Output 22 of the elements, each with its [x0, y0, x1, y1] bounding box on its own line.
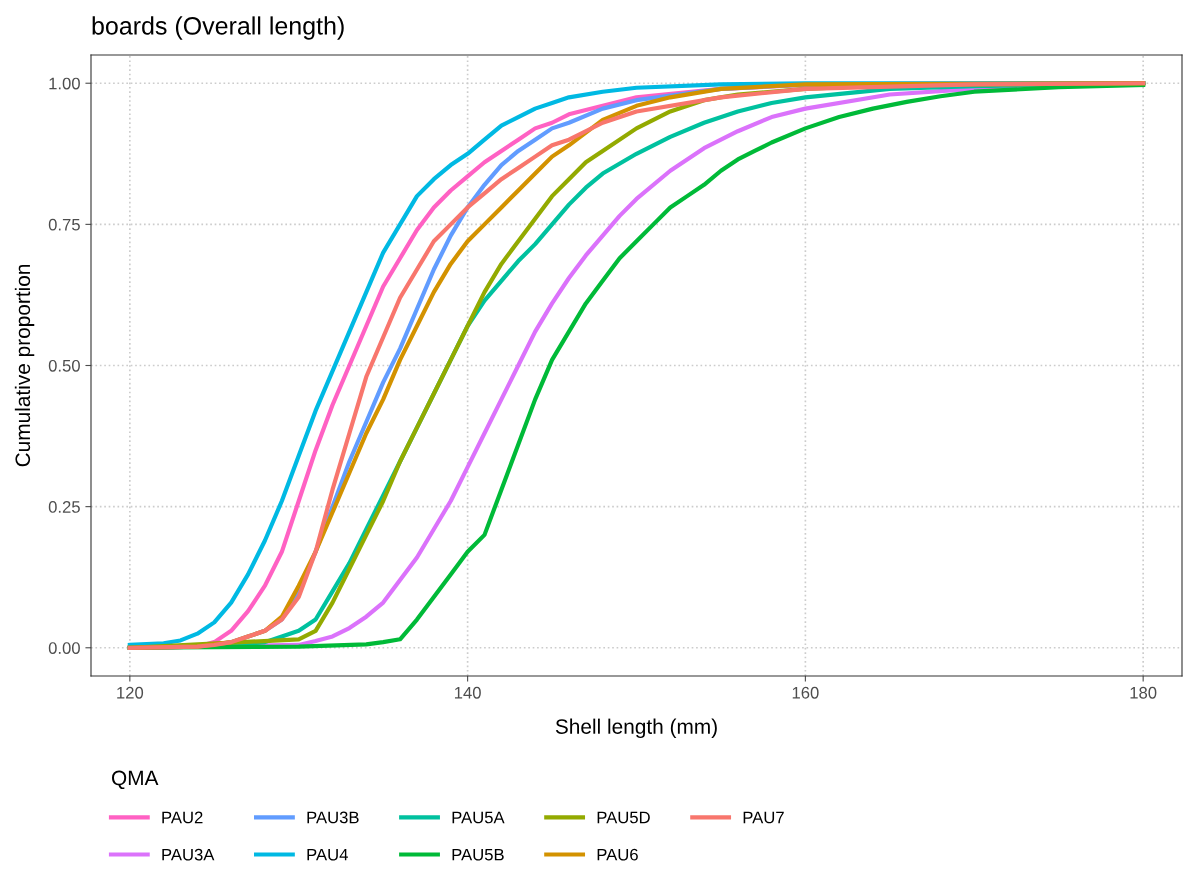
legend-label: PAU5A — [452, 811, 505, 824]
x-axis-title: Shell length (mm) — [555, 718, 717, 739]
y-tick-label: 0.00 — [48, 642, 80, 654]
x-tick-label: 160 — [792, 686, 819, 699]
y-tick-label: 0.50 — [48, 359, 80, 372]
y-tick-label: 1.00 — [49, 77, 80, 90]
x-tick-label: 140 — [454, 686, 481, 699]
legend-label: PAU3B — [307, 811, 359, 824]
y-tick-label: 0.75 — [48, 218, 80, 231]
legend-label: PAU2 — [162, 811, 203, 824]
legend-label: PAU5B — [452, 848, 504, 861]
x-tick-label: 180 — [1130, 686, 1157, 699]
legend-label: PAU6 — [597, 848, 638, 861]
y-axis-title: Cumulative proportion — [14, 264, 35, 467]
chart-title: boards (Overall length) — [92, 16, 344, 40]
y-tick-label: 0.25 — [48, 501, 80, 513]
x-tick-label: 120 — [117, 686, 144, 699]
legend-label: PAU4 — [307, 848, 348, 861]
legend-label: PAU7 — [743, 811, 784, 824]
legend-label: PAU5D — [597, 811, 650, 824]
legend-title: QMA — [111, 770, 159, 790]
legend-label: PAU3A — [162, 848, 215, 861]
